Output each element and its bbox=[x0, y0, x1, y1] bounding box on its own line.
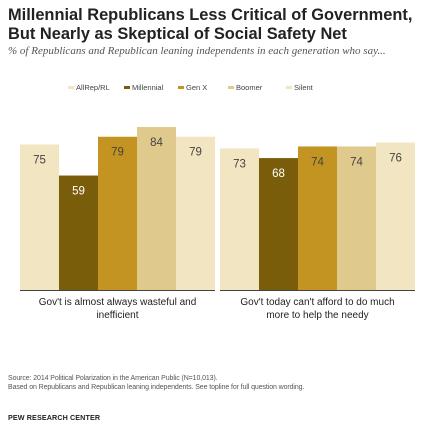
bar-millennial-2 bbox=[259, 158, 298, 290]
legend-swatch-silent bbox=[286, 86, 292, 89]
bar-silent-2 bbox=[376, 142, 415, 290]
bar-gen-x-2 bbox=[298, 146, 337, 290]
bar-boomer-2 bbox=[337, 146, 376, 290]
value-label-boomer-1: 84 bbox=[150, 137, 163, 149]
bar-gen-x-1 bbox=[98, 136, 137, 290]
value-label-gen-x-1: 79 bbox=[111, 147, 124, 159]
category-labels: Gov't is almost always wasteful and ineff… bbox=[39, 297, 395, 321]
value-label-allrep-rl-2: 73 bbox=[233, 158, 246, 170]
chart-subtitle: % of Republicans and Republican leaning … bbox=[8, 45, 386, 57]
organization-credit: PEW RESEARCH CENTER bbox=[8, 413, 101, 422]
category-label-1: Gov't is almost always wasteful and ineff… bbox=[39, 297, 197, 321]
legend-label-gen-x: Gen X bbox=[186, 83, 207, 92]
category-label-2: Gov't today can't afford to do much more … bbox=[240, 297, 394, 321]
legend-label-allrep-rl: AllRep/RL bbox=[76, 83, 110, 92]
legend-swatch-boomer bbox=[228, 86, 234, 89]
source-note: Source: 2014 Political Polarization in t… bbox=[8, 375, 218, 382]
value-label-gen-x-2: 74 bbox=[311, 156, 324, 168]
chart-legend: AllRep/RL Millennial Gen X Boomer Silent bbox=[68, 83, 314, 92]
legend-swatch-gen-x bbox=[178, 86, 184, 89]
bar-millennial-1 bbox=[59, 175, 98, 290]
value-label-silent-2: 76 bbox=[389, 153, 402, 165]
basis-note: Based on Republicans and Republican lean… bbox=[8, 383, 305, 391]
value-label-boomer-2: 74 bbox=[350, 156, 363, 168]
bar-boomer-1 bbox=[137, 127, 176, 290]
value-label-silent-1: 79 bbox=[189, 147, 202, 159]
bar-allrep-rl-2 bbox=[220, 148, 259, 290]
value-label-millennial-1: 59 bbox=[72, 186, 85, 198]
value-label-allrep-rl-1: 75 bbox=[33, 155, 46, 167]
chart-notes: Source: 2014 Political Polarization in t… bbox=[8, 375, 440, 392]
legend-label-millennial: Millennial bbox=[132, 83, 164, 92]
legend-label-boomer: Boomer bbox=[236, 83, 263, 92]
legend-swatch-millennial bbox=[124, 86, 130, 89]
bar-silent-1 bbox=[176, 136, 215, 290]
bar-allrep-rl-1 bbox=[20, 144, 59, 290]
chart-title: Millennial Republicans Less Critical of … bbox=[8, 6, 413, 43]
chart-bars: 75 59 79 84 79 73 68 74 74 76 bbox=[20, 127, 415, 290]
legend-label-silent: Silent bbox=[294, 83, 314, 92]
legend-swatch-allrep-rl bbox=[68, 86, 74, 89]
value-label-millennial-2: 68 bbox=[272, 168, 285, 180]
